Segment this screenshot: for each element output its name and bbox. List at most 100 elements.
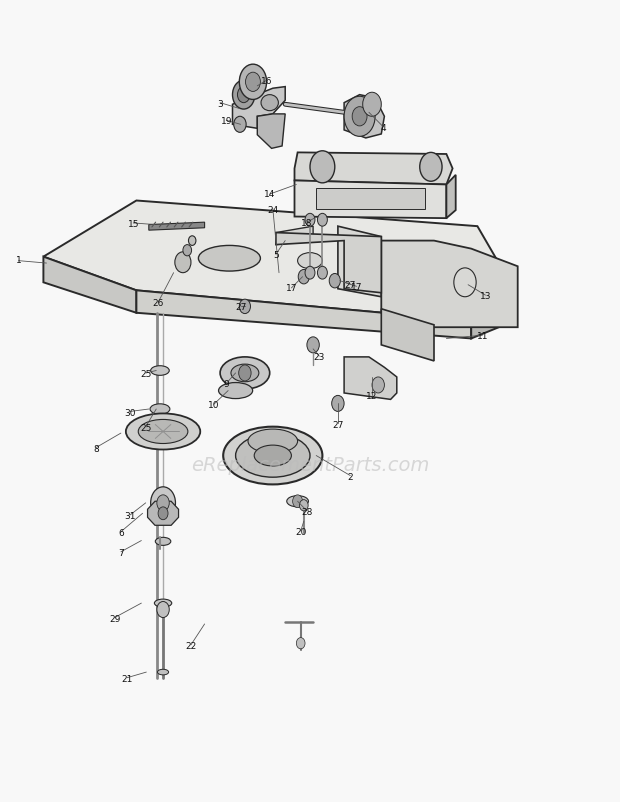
- Circle shape: [188, 236, 196, 245]
- Text: 17: 17: [351, 283, 362, 293]
- Circle shape: [246, 72, 260, 91]
- Bar: [316, 188, 425, 209]
- Polygon shape: [43, 200, 515, 321]
- Polygon shape: [149, 222, 205, 230]
- Text: 25: 25: [140, 423, 151, 433]
- Ellipse shape: [254, 445, 291, 466]
- Ellipse shape: [261, 95, 278, 111]
- Ellipse shape: [231, 364, 259, 382]
- Polygon shape: [257, 114, 285, 148]
- Text: 18: 18: [301, 219, 312, 229]
- Circle shape: [234, 116, 246, 132]
- Circle shape: [344, 96, 375, 136]
- Polygon shape: [446, 175, 456, 218]
- Circle shape: [239, 299, 250, 314]
- Ellipse shape: [286, 496, 309, 507]
- Text: 1: 1: [16, 256, 22, 265]
- Circle shape: [310, 151, 335, 183]
- Text: 24: 24: [267, 205, 278, 215]
- Text: 27: 27: [345, 281, 356, 290]
- Circle shape: [305, 266, 315, 279]
- Text: 15: 15: [128, 220, 139, 229]
- Text: 2: 2: [347, 472, 353, 482]
- Text: 22: 22: [185, 642, 197, 651]
- Text: eReplacementParts.com: eReplacementParts.com: [191, 456, 429, 475]
- Polygon shape: [381, 241, 518, 327]
- Circle shape: [158, 507, 168, 520]
- Polygon shape: [294, 152, 453, 184]
- Ellipse shape: [236, 434, 310, 477]
- Text: 7: 7: [118, 549, 124, 558]
- Circle shape: [363, 92, 381, 116]
- Circle shape: [157, 495, 169, 511]
- Circle shape: [329, 273, 340, 288]
- Text: 11: 11: [477, 332, 488, 342]
- Text: 12: 12: [366, 392, 378, 402]
- Text: 14: 14: [264, 190, 275, 200]
- Circle shape: [299, 500, 308, 511]
- Text: 8: 8: [93, 444, 99, 454]
- Text: 16: 16: [261, 77, 272, 87]
- Ellipse shape: [154, 599, 172, 607]
- Text: 20: 20: [295, 528, 306, 537]
- Ellipse shape: [220, 357, 270, 389]
- Circle shape: [317, 213, 327, 226]
- Circle shape: [332, 395, 344, 411]
- Polygon shape: [344, 95, 384, 138]
- Circle shape: [237, 87, 250, 103]
- Circle shape: [183, 245, 192, 256]
- Circle shape: [175, 252, 191, 273]
- Ellipse shape: [138, 419, 188, 444]
- Circle shape: [317, 266, 327, 279]
- Polygon shape: [381, 309, 434, 361]
- Polygon shape: [276, 226, 313, 245]
- Polygon shape: [344, 357, 397, 399]
- Text: 10: 10: [208, 401, 219, 411]
- Text: 29: 29: [109, 614, 120, 624]
- Polygon shape: [43, 257, 136, 313]
- Polygon shape: [276, 233, 381, 293]
- Ellipse shape: [155, 537, 171, 545]
- Ellipse shape: [157, 669, 169, 675]
- Text: 23: 23: [314, 353, 325, 363]
- Text: 3: 3: [217, 99, 223, 109]
- Circle shape: [372, 377, 384, 393]
- Ellipse shape: [198, 245, 260, 271]
- Text: 17: 17: [286, 284, 297, 294]
- Circle shape: [239, 64, 267, 99]
- Circle shape: [232, 80, 255, 109]
- Circle shape: [296, 638, 305, 649]
- Circle shape: [307, 337, 319, 353]
- Text: 31: 31: [125, 512, 136, 521]
- Ellipse shape: [150, 403, 170, 414]
- Circle shape: [420, 152, 442, 181]
- Text: 28: 28: [301, 508, 312, 517]
- Circle shape: [239, 365, 251, 381]
- Circle shape: [298, 269, 309, 284]
- Circle shape: [305, 213, 315, 226]
- Ellipse shape: [126, 414, 200, 449]
- Text: 19: 19: [221, 117, 232, 127]
- Ellipse shape: [248, 429, 298, 453]
- Text: 4: 4: [380, 124, 386, 133]
- Text: 27: 27: [332, 420, 343, 430]
- Circle shape: [151, 487, 175, 519]
- Text: 26: 26: [153, 299, 164, 309]
- Text: 5: 5: [273, 250, 279, 260]
- Ellipse shape: [298, 253, 322, 269]
- Circle shape: [157, 602, 169, 618]
- Circle shape: [352, 107, 367, 126]
- Circle shape: [409, 258, 416, 268]
- Polygon shape: [136, 290, 471, 338]
- Circle shape: [364, 265, 374, 277]
- Circle shape: [454, 268, 476, 297]
- Text: 6: 6: [118, 529, 124, 538]
- Ellipse shape: [223, 427, 322, 484]
- Ellipse shape: [151, 366, 169, 375]
- Text: 30: 30: [125, 408, 136, 418]
- Polygon shape: [232, 87, 285, 128]
- Text: 21: 21: [122, 674, 133, 684]
- Circle shape: [293, 495, 303, 508]
- Polygon shape: [471, 290, 515, 338]
- Text: 13: 13: [480, 292, 491, 302]
